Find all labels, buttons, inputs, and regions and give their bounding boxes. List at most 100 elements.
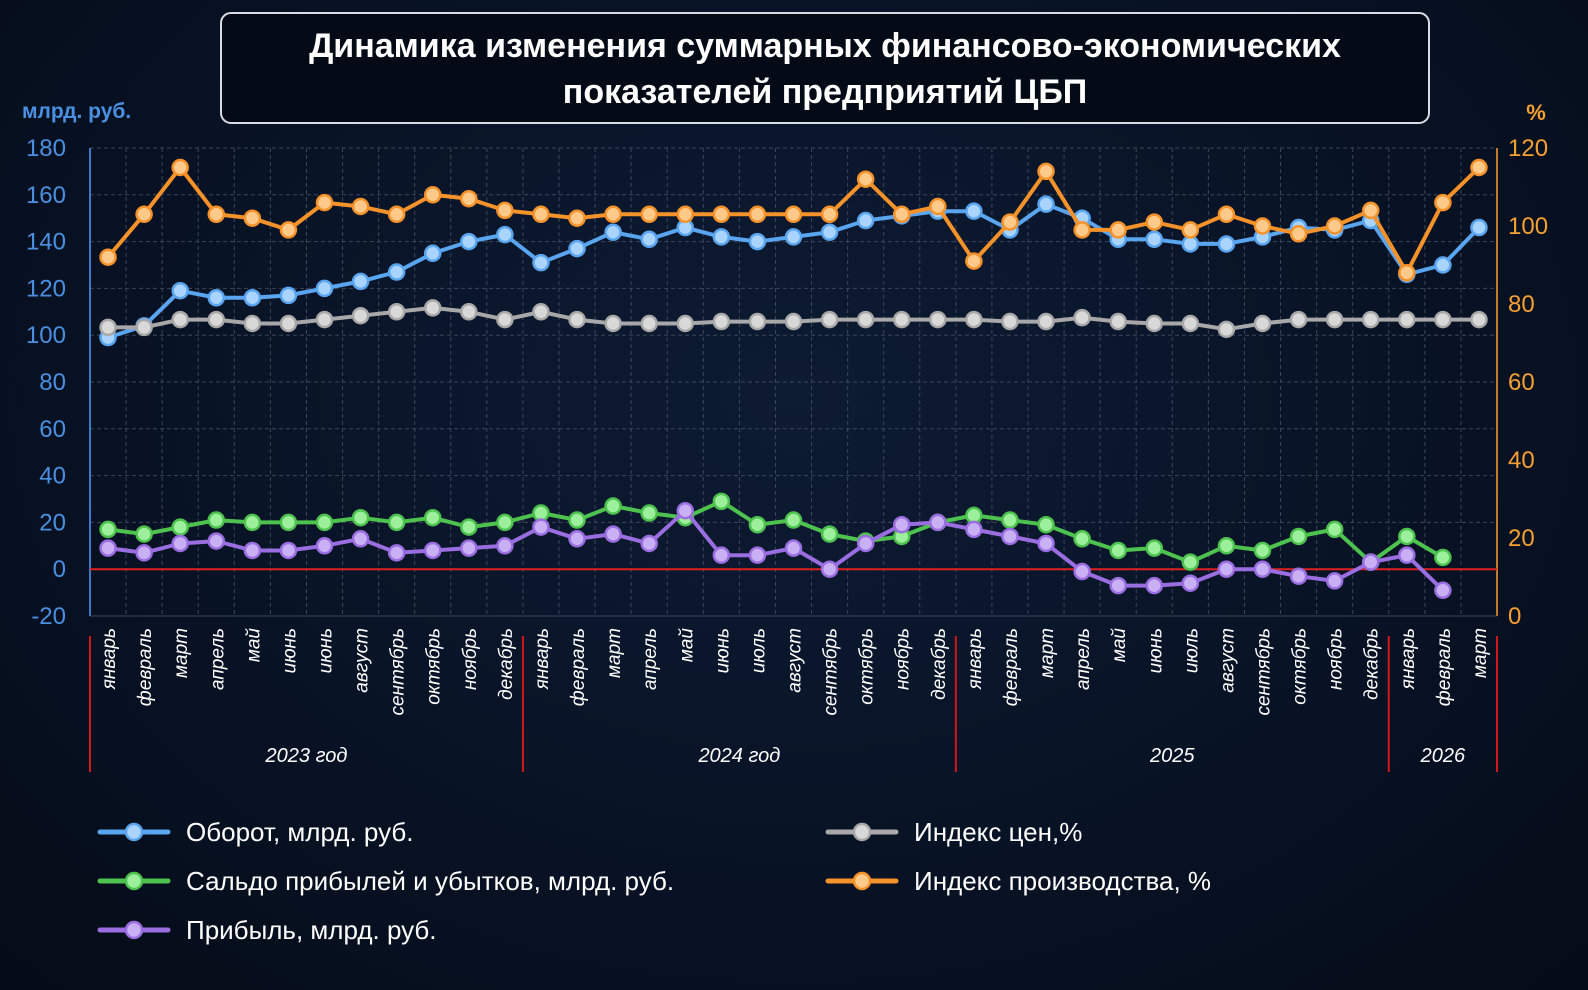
data-point [171, 518, 189, 536]
data-point [1037, 162, 1055, 181]
data-point [1361, 310, 1380, 329]
data-point [892, 310, 911, 329]
data-point [243, 209, 262, 227]
data-point [1217, 320, 1236, 339]
month-label: ноябрь [460, 628, 481, 690]
data-point [1325, 310, 1344, 329]
data-point [748, 546, 767, 564]
data-point [748, 232, 767, 251]
data-point [351, 272, 370, 291]
data-point [243, 314, 262, 333]
data-point [1001, 213, 1019, 231]
data-point [1434, 548, 1452, 567]
y-left-tick-label: 40 [39, 463, 66, 490]
month-label: март [604, 628, 625, 678]
legend: Оборот, млрд. руб. Индекс цен,% Сальдо при… [97, 817, 1211, 945]
year-label: 2026 [1420, 745, 1466, 767]
series-1 [99, 299, 1488, 339]
data-point [1217, 205, 1236, 224]
data-point [712, 228, 731, 246]
data-point [604, 223, 622, 241]
y-left-tick-label: 120 [26, 275, 66, 302]
month-label: сентябрь [821, 628, 842, 716]
data-point [1434, 193, 1452, 212]
legend-label: Индекс производства, % [914, 866, 1211, 896]
data-point [1253, 217, 1272, 235]
data-point [712, 312, 731, 331]
data-point [496, 225, 514, 244]
data-point [820, 205, 839, 224]
month-label: сентябрь [388, 628, 409, 716]
data-point [676, 205, 695, 224]
data-point [279, 221, 298, 239]
data-point [1037, 312, 1055, 331]
month-label: май [1109, 628, 1130, 663]
data-point [568, 530, 586, 548]
data-point [892, 515, 911, 534]
month-label: февраль [568, 628, 589, 706]
data-point [965, 310, 983, 329]
data-point [1145, 230, 1164, 249]
data-point [820, 223, 839, 241]
legend-swatch-marker [852, 871, 872, 891]
data-point [135, 525, 153, 543]
y-right-tick-label: 80 [1508, 291, 1535, 318]
legend-label: Оборот, млрд. руб. [186, 817, 414, 847]
data-point [387, 303, 406, 321]
data-point [1361, 553, 1380, 571]
data-point [676, 314, 695, 333]
data-point [1325, 217, 1344, 235]
data-point [820, 310, 839, 329]
data-point [1289, 527, 1308, 546]
series-2 [99, 492, 1452, 571]
month-label: сентябрь [1254, 628, 1275, 716]
data-point [1434, 581, 1452, 600]
data-point [1145, 314, 1164, 333]
month-label: январь [965, 628, 986, 690]
month-label: август [785, 628, 806, 693]
data-point [1325, 572, 1344, 590]
data-point [99, 520, 117, 539]
legend-swatch-marker [124, 871, 144, 891]
month-label: февраль [1434, 628, 1455, 706]
data-point [965, 202, 983, 220]
data-point [496, 513, 514, 532]
data-point [784, 228, 803, 246]
data-point [892, 205, 911, 224]
data-point [460, 232, 478, 251]
y-right-tick-label: 40 [1508, 447, 1535, 474]
data-point [496, 201, 514, 220]
legend-item: Индекс цен,% [825, 817, 1082, 847]
right-axis-unit: % [1526, 100, 1546, 125]
data-point [1289, 310, 1308, 329]
month-label: февраль [135, 628, 156, 706]
data-point [243, 541, 262, 560]
data-point [460, 303, 478, 321]
data-point [243, 513, 262, 532]
data-point [207, 511, 226, 529]
legend-label: Индекс цен,% [914, 817, 1082, 847]
data-point [1145, 539, 1164, 557]
data-point [640, 534, 658, 553]
data-point [279, 314, 298, 333]
y-right-tick-label: 100 [1508, 213, 1548, 240]
data-point [856, 170, 875, 188]
data-point [1109, 221, 1127, 239]
data-point [965, 252, 983, 270]
y-left-tick-label: 60 [39, 416, 66, 443]
data-point [315, 310, 334, 329]
data-point [387, 513, 406, 532]
month-label: февраль [1001, 628, 1022, 706]
data-point [423, 541, 442, 560]
year-label: 2024 год [697, 745, 780, 767]
month-label: июнь [316, 628, 337, 673]
data-point [568, 310, 586, 329]
data-point [460, 518, 478, 536]
month-label: март [171, 628, 192, 678]
data-point [784, 312, 803, 331]
data-point [460, 189, 478, 208]
month-label: декабрь [929, 628, 950, 700]
data-point [1470, 218, 1488, 237]
data-point [856, 534, 875, 553]
